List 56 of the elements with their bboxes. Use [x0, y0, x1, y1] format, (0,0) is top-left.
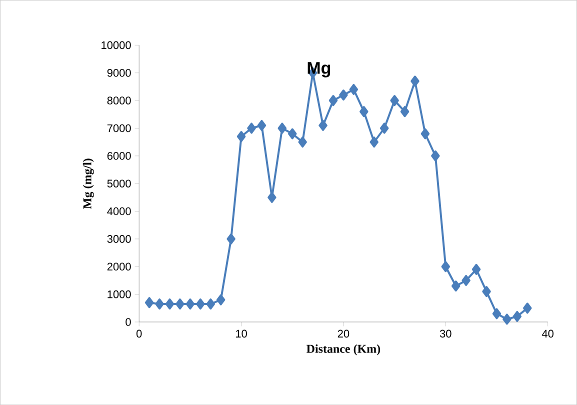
x-tick-label: 30 [440, 330, 452, 338]
point [370, 136, 378, 148]
y-tick-label: 5000 [107, 180, 131, 188]
point [410, 76, 420, 87]
y-tick-label: 2000 [107, 262, 131, 270]
point [206, 298, 216, 310]
point [380, 122, 389, 134]
point [165, 298, 174, 310]
point [431, 150, 440, 162]
point [328, 94, 338, 106]
point [390, 94, 399, 106]
y-tick-label: 3000 [107, 234, 131, 243]
point [482, 286, 491, 297]
text: Mg [308, 62, 330, 78]
point [186, 298, 195, 310]
x-tick-label: 20 [338, 330, 350, 338]
y-tick-label: 6000 [107, 152, 131, 160]
point [318, 120, 328, 131]
point [462, 274, 470, 286]
y-tick-label: 9000 [107, 68, 131, 77]
point [298, 136, 307, 148]
point [420, 128, 430, 140]
point [278, 122, 287, 134]
x-tick-label: 40 [542, 330, 554, 338]
point [176, 298, 184, 310]
point [451, 280, 460, 292]
y-tick-label: 7000 [107, 124, 131, 132]
y-tick-label: 8000 [107, 96, 131, 104]
point [257, 120, 266, 131]
point [472, 264, 481, 275]
point [155, 298, 164, 310]
point [360, 106, 368, 118]
point [247, 122, 256, 134]
y-axis-title: Mg (mg/l) [82, 158, 94, 209]
point [216, 294, 226, 306]
point [400, 106, 410, 118]
point [196, 298, 205, 310]
y-tick-label: 0 [126, 318, 131, 326]
point [268, 192, 276, 203]
x-tick-label: 0 [136, 330, 142, 338]
point [144, 297, 154, 308]
y-tick-label: 4000 [107, 207, 131, 216]
point [502, 314, 512, 325]
point [349, 84, 358, 95]
point [512, 310, 522, 322]
point [492, 308, 502, 320]
point [523, 302, 532, 314]
point [226, 233, 236, 244]
x-tick-label: 10 [236, 330, 247, 338]
point [236, 130, 246, 142]
point [339, 89, 348, 100]
y-tick-label: 1000 [108, 290, 131, 298]
x-axis-title: Distance (Km) [306, 344, 380, 356]
y-tick-label: 10000 [102, 41, 131, 49]
point [441, 261, 450, 272]
point [288, 128, 297, 140]
